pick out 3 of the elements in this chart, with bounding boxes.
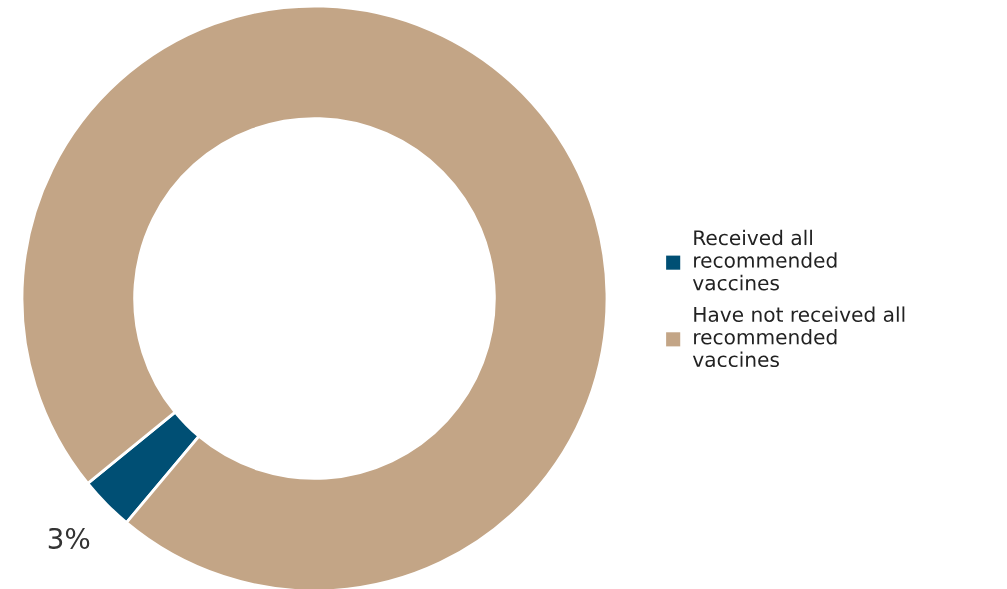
data-label: 3% — [48, 527, 90, 549]
legend-label: Have not received all recommended vaccines — [692, 306, 905, 368]
legend-label: Received all recommended vaccines — [692, 229, 837, 291]
